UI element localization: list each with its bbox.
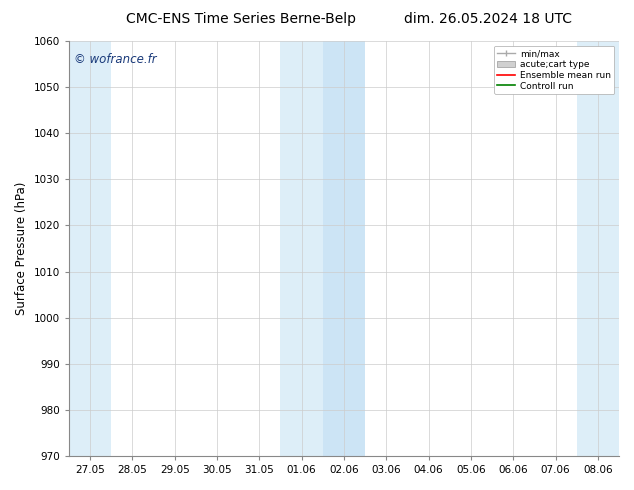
Bar	[280, 41, 323, 456]
Bar	[69, 41, 111, 456]
Text: dim. 26.05.2024 18 UTC: dim. 26.05.2024 18 UTC	[404, 12, 572, 26]
Bar	[323, 41, 365, 456]
Bar	[577, 41, 619, 456]
Text: CMC-ENS Time Series Berne-Belp: CMC-ENS Time Series Berne-Belp	[126, 12, 356, 26]
Text: © wofrance.fr: © wofrance.fr	[74, 53, 157, 67]
Y-axis label: Surface Pressure (hPa): Surface Pressure (hPa)	[15, 182, 28, 315]
Legend: min/max, acute;cart type, Ensemble mean run, Controll run: min/max, acute;cart type, Ensemble mean …	[494, 46, 614, 94]
